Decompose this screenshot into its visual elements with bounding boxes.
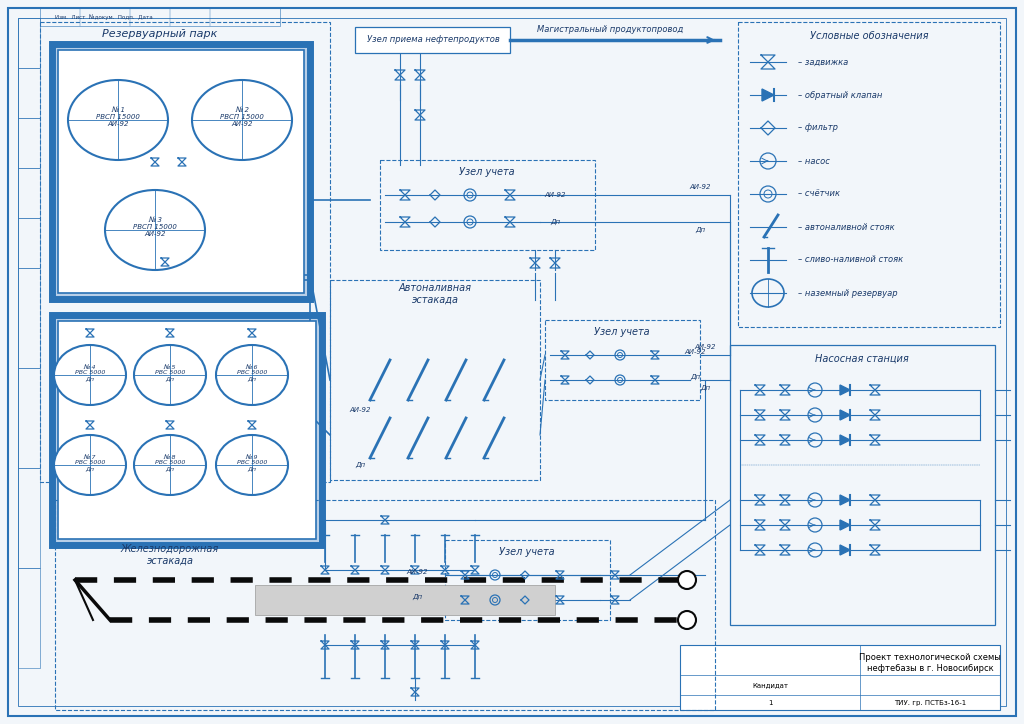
Text: Дп: Дп	[690, 374, 700, 380]
Bar	[445, 540, 610, 620]
Text: Дп: Дп	[412, 594, 422, 600]
Text: – сливо-наливной стояк: – сливо-наливной стояк	[798, 256, 903, 264]
Polygon shape	[840, 410, 850, 420]
Text: – автоналивной стояк: – автоналивной стояк	[798, 222, 895, 232]
Polygon shape	[840, 495, 850, 505]
Text: Дп: Дп	[695, 227, 706, 233]
Text: – наземный резервуар: – наземный резервуар	[798, 288, 898, 298]
Text: – обратный клапан: – обратный клапан	[798, 90, 883, 99]
Bar	[58, 50, 304, 293]
Polygon shape	[840, 520, 850, 530]
Text: Насосная станция: Насосная станция	[815, 354, 909, 364]
Polygon shape	[840, 545, 850, 555]
Text: АИ-92: АИ-92	[689, 184, 711, 190]
Text: № 9
РВС 5000
Дп: № 9 РВС 5000 Дп	[237, 455, 267, 471]
Ellipse shape	[678, 571, 696, 589]
Bar	[40, 8, 280, 26]
Text: Узел учета: Узел учета	[594, 327, 650, 337]
Bar	[330, 280, 540, 480]
Ellipse shape	[678, 611, 696, 629]
Ellipse shape	[193, 80, 292, 160]
Bar	[18, 468, 40, 568]
Polygon shape	[840, 435, 850, 445]
Bar	[18, 18, 40, 68]
Text: № 1
РВСП 15000
АИ-92: № 1 РВСП 15000 АИ-92	[96, 107, 140, 127]
Bar	[18, 168, 40, 218]
Text: Изм.  Лист  №докум.  Подп.  Дата: Изм. Лист №докум. Подп. Дата	[55, 14, 153, 20]
Text: № 7
РВС 5000
Дп: № 7 РВС 5000 Дп	[75, 455, 105, 471]
Ellipse shape	[54, 345, 126, 405]
Text: № 3
РВСП 15000
АИ-92: № 3 РВСП 15000 АИ-92	[133, 217, 177, 237]
Bar	[355, 27, 510, 53]
Text: № 8
РВС 5000
Дп: № 8 РВС 5000 Дп	[155, 455, 185, 471]
Text: АИ-92: АИ-92	[407, 569, 428, 575]
Bar	[255, 585, 555, 615]
Text: АИ-92: АИ-92	[349, 407, 371, 413]
Text: АИ-92: АИ-92	[694, 344, 716, 350]
Text: № 5
РВС 5000
Дп: № 5 РВС 5000 Дп	[155, 365, 185, 382]
Bar	[545, 320, 700, 400]
Text: Железнодорожная
эстакада: Железнодорожная эстакада	[121, 544, 219, 565]
Bar	[18, 68, 40, 118]
Text: АИ-92: АИ-92	[684, 349, 706, 355]
Bar	[52, 44, 310, 299]
Text: Кандидат: Кандидат	[752, 682, 788, 688]
Text: – счётчик: – счётчик	[798, 190, 840, 198]
Bar	[18, 218, 40, 268]
Text: – задвижка: – задвижка	[798, 57, 848, 67]
Bar	[730, 345, 995, 625]
Ellipse shape	[134, 345, 206, 405]
Bar	[40, 22, 330, 482]
Text: № 6
РВС 5000
Дп: № 6 РВС 5000 Дп	[237, 365, 267, 382]
Ellipse shape	[216, 435, 288, 495]
Polygon shape	[762, 89, 774, 101]
Text: Магистральный продуктопровод: Магистральный продуктопровод	[537, 25, 683, 35]
Bar	[738, 22, 1000, 327]
Text: – насос: – насос	[798, 156, 829, 166]
Bar	[18, 268, 40, 368]
Text: № 4
РВС 5000
Дп: № 4 РВС 5000 Дп	[75, 365, 105, 382]
Ellipse shape	[105, 190, 205, 270]
Ellipse shape	[216, 345, 288, 405]
Text: Проект технологической схемы
нефтебазы в г. Новосибирск: Проект технологической схемы нефтебазы в…	[859, 653, 1000, 673]
Text: Автоналивная
эстакада: Автоналивная эстакада	[398, 283, 471, 305]
Text: Условные обозначения: Условные обозначения	[810, 31, 928, 41]
Text: Дп: Дп	[700, 385, 710, 391]
Text: – фильтр: – фильтр	[798, 124, 838, 132]
Text: Дп: Дп	[355, 462, 366, 468]
Bar	[55, 500, 715, 710]
Ellipse shape	[68, 80, 168, 160]
Text: Резервуарный парк: Резервуарный парк	[102, 29, 218, 39]
Text: Узел учета: Узел учета	[499, 547, 555, 557]
Text: Узел приема нефтепродуктов: Узел приема нефтепродуктов	[367, 35, 500, 44]
Text: № 2
РВСП 15000
АИ-92: № 2 РВСП 15000 АИ-92	[220, 107, 264, 127]
Bar	[58, 321, 316, 539]
Text: Узел учета: Узел учета	[459, 167, 515, 177]
Bar	[18, 568, 40, 668]
Bar	[52, 315, 322, 545]
Bar	[18, 368, 40, 468]
Polygon shape	[840, 385, 850, 395]
Text: Дп: Дп	[550, 219, 560, 225]
Text: АИ-92: АИ-92	[544, 192, 565, 198]
Text: 1: 1	[768, 700, 772, 706]
Text: ТИУ. гр. ПСТБз-16-1: ТИУ. гр. ПСТБз-16-1	[894, 700, 966, 706]
Bar	[680, 645, 1000, 710]
Ellipse shape	[134, 435, 206, 495]
Ellipse shape	[54, 435, 126, 495]
Bar	[380, 160, 595, 250]
Bar	[18, 118, 40, 168]
